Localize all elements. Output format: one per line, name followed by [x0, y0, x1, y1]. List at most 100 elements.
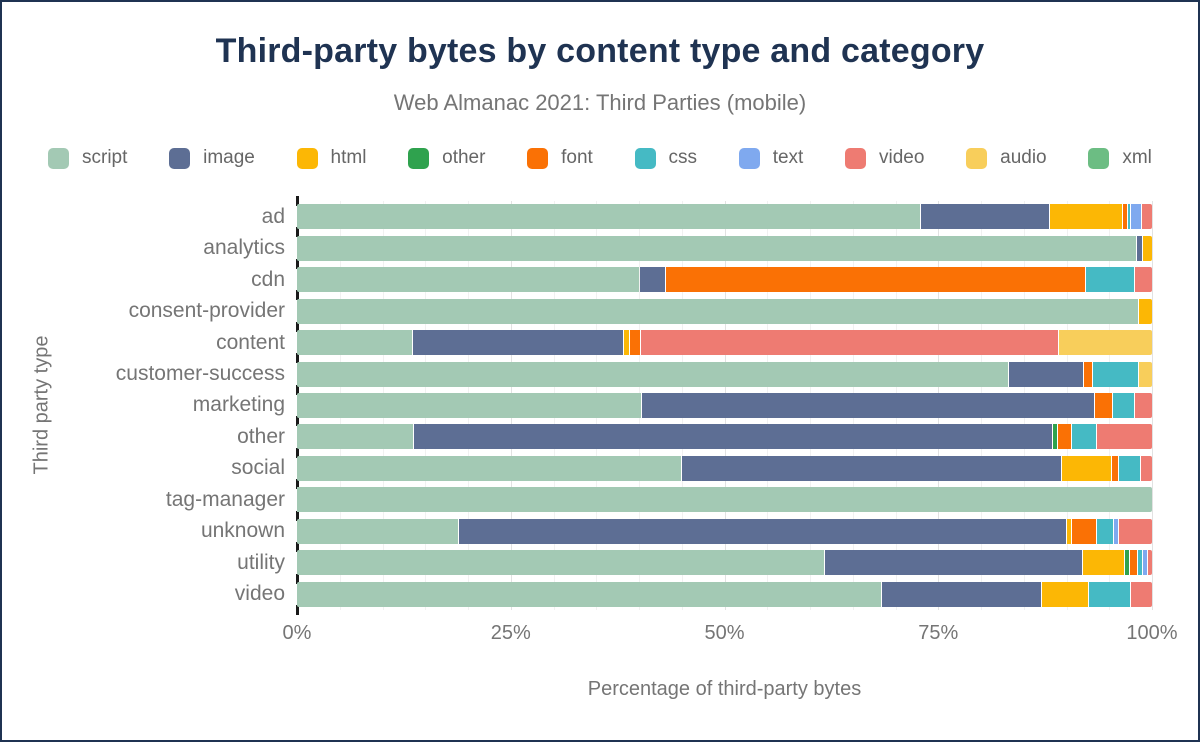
image-swatch-icon	[169, 147, 191, 169]
segment-marketing-script	[297, 392, 641, 418]
y-category-label-content: content	[216, 330, 285, 354]
segment-consent-provider-script	[297, 298, 1139, 324]
segment-cdn-script	[297, 267, 640, 293]
bar-row-analytics	[297, 232, 1152, 263]
y-axis-tick	[296, 573, 299, 584]
html-swatch-icon	[296, 147, 318, 169]
segment-customer-success-css	[1093, 361, 1139, 387]
y-category-label-unknown: unknown	[200, 519, 285, 543]
legend-item-text: text	[738, 147, 804, 169]
segment-marketing-video	[1134, 392, 1152, 418]
other-swatch-icon	[408, 147, 430, 169]
x-axis-tick-label-0: 0%	[282, 622, 312, 644]
segment-utility-video	[1147, 550, 1152, 576]
y-category-label-analytics: analytics	[203, 236, 285, 260]
page-title: Third-party bytes by content type and ca…	[215, 32, 985, 70]
y-axis-tick	[296, 290, 299, 301]
y-category-label-consent-provider: consent-provider	[128, 299, 285, 323]
legend-label: xml	[1122, 147, 1152, 168]
bar-row-other	[297, 421, 1153, 452]
stacked-bar-content	[297, 330, 1152, 356]
segment-content-audio	[1058, 330, 1152, 356]
segment-other-script	[297, 424, 413, 450]
x-axis-tick-label-100: 100%	[1126, 622, 1178, 644]
segment-marketing-css	[1112, 392, 1134, 418]
segment-customer-success-script	[297, 361, 1008, 387]
legend-label: video	[879, 147, 925, 168]
bar-row-utility	[297, 547, 1152, 578]
legend-label: other	[442, 147, 486, 168]
segment-social-font	[1112, 455, 1119, 481]
y-axis-tick	[296, 258, 299, 269]
segment-analytics-html	[1143, 235, 1152, 261]
page-subtitle: Web Almanac 2021: Third Parties (mobile)	[393, 90, 807, 115]
bar-row-social	[297, 453, 1152, 484]
segment-video-video	[1131, 581, 1152, 607]
audio-swatch-icon	[966, 147, 988, 169]
segment-consent-provider-html	[1139, 298, 1152, 324]
segment-other-other	[1052, 424, 1058, 450]
legend-item-html: html	[296, 147, 366, 169]
bar-row-consent-provider	[297, 295, 1152, 326]
segment-utility-script	[297, 550, 825, 576]
segment-unknown-video	[1118, 518, 1152, 544]
y-axis-tick	[296, 479, 299, 490]
y-axis-tick	[296, 384, 299, 395]
segment-content-image	[412, 330, 623, 356]
segment-customer-success-audio	[1139, 361, 1152, 387]
legend-label: font	[561, 147, 593, 168]
y-category-label-ad: ad	[261, 204, 285, 228]
segment-analytics-script	[297, 235, 1136, 261]
stacked-bar-unknown	[297, 518, 1152, 544]
segment-ad-text	[1131, 204, 1141, 230]
legend-label: image	[203, 147, 255, 168]
segment-social-script	[297, 455, 682, 481]
segment-unknown-html	[1067, 518, 1072, 544]
legend-item-video: video	[845, 147, 924, 169]
x-axis-tick-label-25: 25%	[490, 622, 531, 644]
y-axis-tick	[296, 542, 299, 553]
y-axis-tick	[296, 321, 299, 332]
css-swatch-icon	[634, 147, 656, 169]
y-category-label-customer-success: customer-success	[115, 362, 285, 386]
segment-other-font	[1058, 424, 1071, 450]
y-axis-tick	[296, 447, 299, 458]
legend-label: text	[772, 147, 804, 168]
segment-ad-css	[1127, 204, 1131, 230]
stacked-bar-cdn	[297, 267, 1152, 293]
stacked-bar-customer-success	[297, 361, 1152, 387]
stacked-bar-utility	[297, 550, 1152, 576]
x-axis-tick-label-75: 75%	[918, 622, 959, 644]
y-axis-tick	[296, 227, 299, 238]
x-axis-tick-label-50: 50%	[704, 622, 745, 644]
y-axis-tick	[296, 196, 299, 206]
segment-other-image	[413, 424, 1052, 450]
segment-unknown-font	[1072, 518, 1097, 544]
legend-label: audio	[1000, 147, 1047, 168]
segment-marketing-font	[1094, 392, 1112, 418]
segment-analytics-image	[1136, 235, 1143, 261]
segment-cdn-font	[665, 267, 1086, 293]
bar-row-tag-manager	[297, 484, 1152, 515]
plot-area	[296, 196, 1153, 615]
segment-unknown-image	[459, 518, 1067, 544]
segment-ad-html	[1050, 204, 1122, 230]
y-axis-tick	[296, 510, 299, 521]
video-swatch-icon	[845, 147, 867, 169]
y-axis-tick-labels: ad analytics cdn consent-provider content cus…	[2, 201, 285, 610]
legend-item-image: image	[169, 147, 255, 169]
legend-item-font: font	[527, 147, 593, 169]
segment-unknown-script	[297, 518, 459, 544]
stacked-bar-marketing	[297, 392, 1152, 418]
segment-content-script	[297, 330, 412, 356]
segment-customer-success-image	[1008, 361, 1083, 387]
segment-cdn-image	[640, 267, 665, 293]
text-swatch-icon	[738, 147, 760, 169]
y-category-label-marketing: marketing	[192, 393, 285, 417]
segment-utility-css	[1138, 550, 1143, 576]
bar-row-unknown	[297, 516, 1152, 547]
stacked-bar-tag-manager	[297, 487, 1152, 513]
segment-video-css	[1089, 581, 1131, 607]
segment-content-video	[640, 330, 1058, 356]
